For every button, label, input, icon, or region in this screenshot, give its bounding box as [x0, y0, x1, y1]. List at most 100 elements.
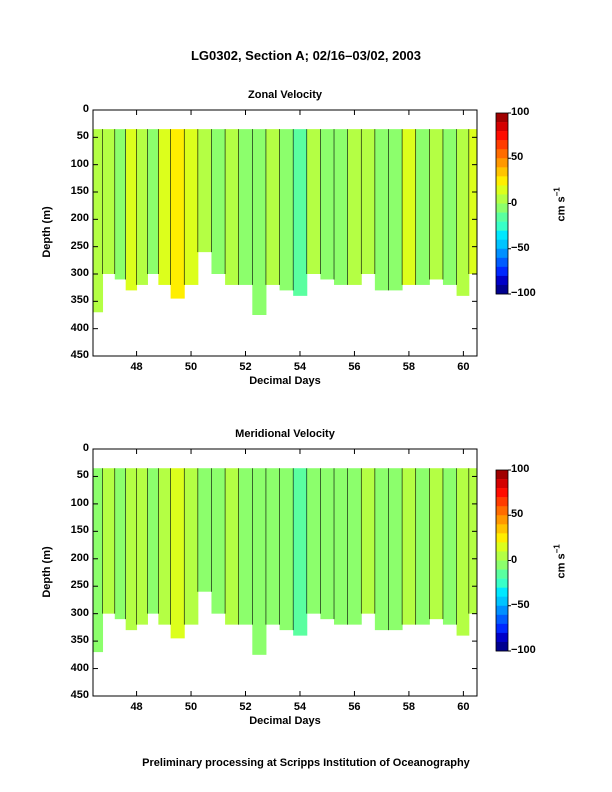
colorbar-tick-label: 50 [511, 508, 524, 521]
colorbar-segment [496, 149, 508, 159]
velocity-column [147, 129, 159, 274]
colorbar-segment [496, 524, 508, 534]
colorbar-segment [496, 122, 508, 132]
y-tick-label: 50 [76, 469, 89, 482]
velocity-column [158, 468, 172, 625]
velocity-column [442, 129, 458, 285]
x-tick-label: 50 [184, 701, 198, 713]
velocity-column [184, 129, 199, 285]
velocity-column [158, 129, 172, 285]
panel-1 [92, 109, 511, 357]
velocity-column [293, 129, 308, 296]
colorbar-tick-label: 100 [511, 106, 530, 118]
velocity-column [415, 468, 430, 625]
colorbar-segment [496, 284, 508, 295]
colorbar-unit: cm s [555, 552, 568, 578]
y-tick-label: 0 [82, 103, 89, 115]
colorbar-segment [496, 596, 508, 607]
colorbar-segment [496, 248, 508, 259]
panel-title: Zonal Velocity [248, 89, 322, 101]
velocity-column [429, 129, 444, 280]
colorbar-segment [496, 203, 508, 213]
footer-credit: Preliminary processing at Scripps Instit… [142, 757, 470, 769]
colorbar-segment [496, 212, 508, 222]
velocity-column [252, 468, 267, 655]
velocity-column [197, 129, 212, 253]
velocity-column [442, 468, 458, 625]
colorbar-segment [496, 515, 508, 525]
colorbar-segment [496, 605, 508, 616]
y-tick-label: 100 [70, 496, 89, 509]
velocity-column [265, 129, 281, 285]
velocity-column [170, 129, 185, 299]
colorbar-segment [496, 497, 508, 507]
colorbar-tick-label: −100 [511, 644, 536, 656]
velocity-column [347, 129, 362, 285]
velocity-column [197, 468, 212, 592]
y-axis-label: Depth (m) [41, 545, 53, 598]
velocity-column [238, 468, 253, 625]
colorbar-segment [496, 560, 508, 570]
y-tick-label: 250 [70, 239, 89, 252]
colorbar-segment [496, 194, 508, 204]
velocity-column [293, 468, 308, 636]
colorbar-segment [496, 113, 508, 123]
colorbar-segment [496, 230, 508, 240]
colorbar-segment [496, 176, 508, 186]
velocity-column [306, 468, 321, 614]
colorbar-segment [496, 488, 508, 498]
y-tick-label: 300 [70, 606, 89, 619]
velocity-column [429, 468, 444, 620]
y-tick-label: 50 [76, 130, 89, 143]
velocity-column [114, 468, 127, 620]
velocity-column [388, 468, 403, 631]
y-tick-label: 300 [70, 267, 89, 279]
x-tick-label: 58 [402, 701, 416, 713]
y-tick-label: 350 [70, 634, 89, 647]
colorbar-segment [496, 587, 508, 597]
x-tick-label: 50 [184, 361, 198, 373]
velocity-column [102, 468, 116, 614]
y-tick-label: 450 [70, 689, 89, 701]
panel-2 [92, 448, 511, 697]
colorbar-tick-label: 100 [511, 463, 530, 475]
velocity-column [125, 468, 138, 631]
velocity-column [347, 468, 362, 625]
colorbar-tick-label: 50 [511, 151, 524, 164]
x-tick-label: 52 [239, 701, 252, 713]
colorbar-segment [496, 185, 508, 195]
x-axis-label: Decimal Days [249, 375, 321, 387]
velocity-column [147, 468, 159, 614]
velocity-column [468, 468, 478, 614]
colorbar-segment [496, 533, 508, 543]
y-tick-label: 350 [70, 294, 89, 307]
velocity-column [320, 129, 335, 280]
x-tick-label: 52 [239, 361, 252, 373]
colorbar-segment [496, 131, 508, 141]
colorbar-segment [496, 506, 508, 516]
colorbar-segment [496, 275, 508, 286]
velocity-column [225, 468, 240, 625]
colorbar-segment [496, 551, 508, 561]
figure-title: LG0302, Section A; 02/16–03/02, 2003 [190, 48, 422, 63]
velocity-column [456, 468, 470, 636]
velocity-column [279, 129, 294, 291]
colorbar-segment [496, 266, 508, 277]
velocity-column [211, 468, 226, 614]
velocity-column [320, 468, 335, 620]
colorbar-segment [496, 632, 508, 643]
colorbar-segment [496, 470, 508, 480]
velocity-column [225, 129, 240, 285]
colorbar-segment [496, 221, 508, 231]
colorbar-label: cm s−1 [553, 174, 568, 234]
x-tick-label: 48 [130, 361, 143, 373]
colorbar-segment [496, 257, 508, 268]
velocity-column [374, 468, 389, 631]
x-axis-label: Decimal Days [249, 715, 321, 727]
colorbar-segment [496, 542, 508, 552]
x-tick-label: 54 [293, 361, 307, 373]
colorbar-segment [496, 140, 508, 150]
colorbar-unit-exponent: −1 [552, 186, 562, 196]
velocity-column [334, 129, 349, 285]
